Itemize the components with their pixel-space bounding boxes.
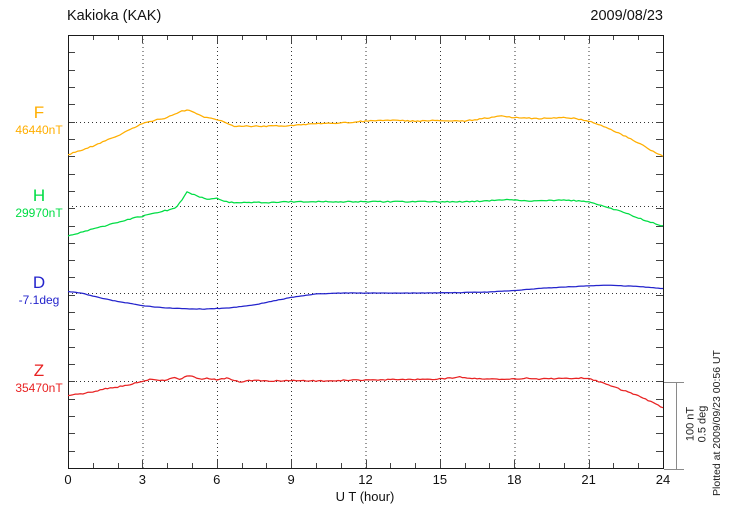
x-tick-label-18: 18: [507, 472, 522, 487]
scale-bar-label: 100 nT 0.5 deg: [684, 405, 709, 443]
channel-value-Z: 35470nT: [15, 381, 63, 395]
x-tick-label-15: 15: [432, 472, 448, 487]
page-title: Kakioka (KAK): [67, 8, 162, 24]
trace-F: [67, 109, 664, 157]
x-tick-label-0: 0: [64, 472, 72, 487]
channel-label-Z: Z 35470nT: [8, 361, 70, 395]
channel-label-F: F 46440nT: [8, 103, 70, 137]
x-tick-label-9: 9: [287, 472, 295, 487]
x-tick-label-21: 21: [581, 472, 596, 487]
x-tick-label-6: 6: [213, 472, 221, 487]
channel-label-H: H 29970nT: [8, 186, 70, 220]
channel-letter-Z: Z: [33, 361, 45, 380]
channel-value-H: 29970nT: [15, 206, 63, 220]
scale-bar-deg-label: 0.5 deg: [696, 405, 708, 443]
x-axis-title: U T (hour): [335, 489, 395, 504]
trace-D: [67, 284, 663, 310]
x-tick-label-24: 24: [655, 472, 671, 487]
channel-value-F: 46440nT: [15, 123, 63, 137]
trace-H: [67, 191, 664, 237]
channel-letter-D: D: [32, 273, 46, 292]
channel-label-D: D -7.1deg: [8, 273, 70, 307]
channel-letter-F: F: [33, 103, 45, 122]
x-tick-label-12: 12: [358, 472, 373, 487]
x-tick-label-3: 3: [138, 472, 146, 487]
channel-letter-H: H: [32, 186, 46, 205]
plot-frame: [67, 34, 665, 470]
trace-Z: [67, 375, 664, 409]
scale-bar-nt-label: 100 nT: [684, 406, 697, 442]
channel-value-D: -7.1deg: [18, 293, 60, 307]
date-label: 2009/08/23: [590, 8, 663, 24]
plotted-at-label: Plotted at 2009/09/23 00:56 UT: [711, 350, 723, 496]
